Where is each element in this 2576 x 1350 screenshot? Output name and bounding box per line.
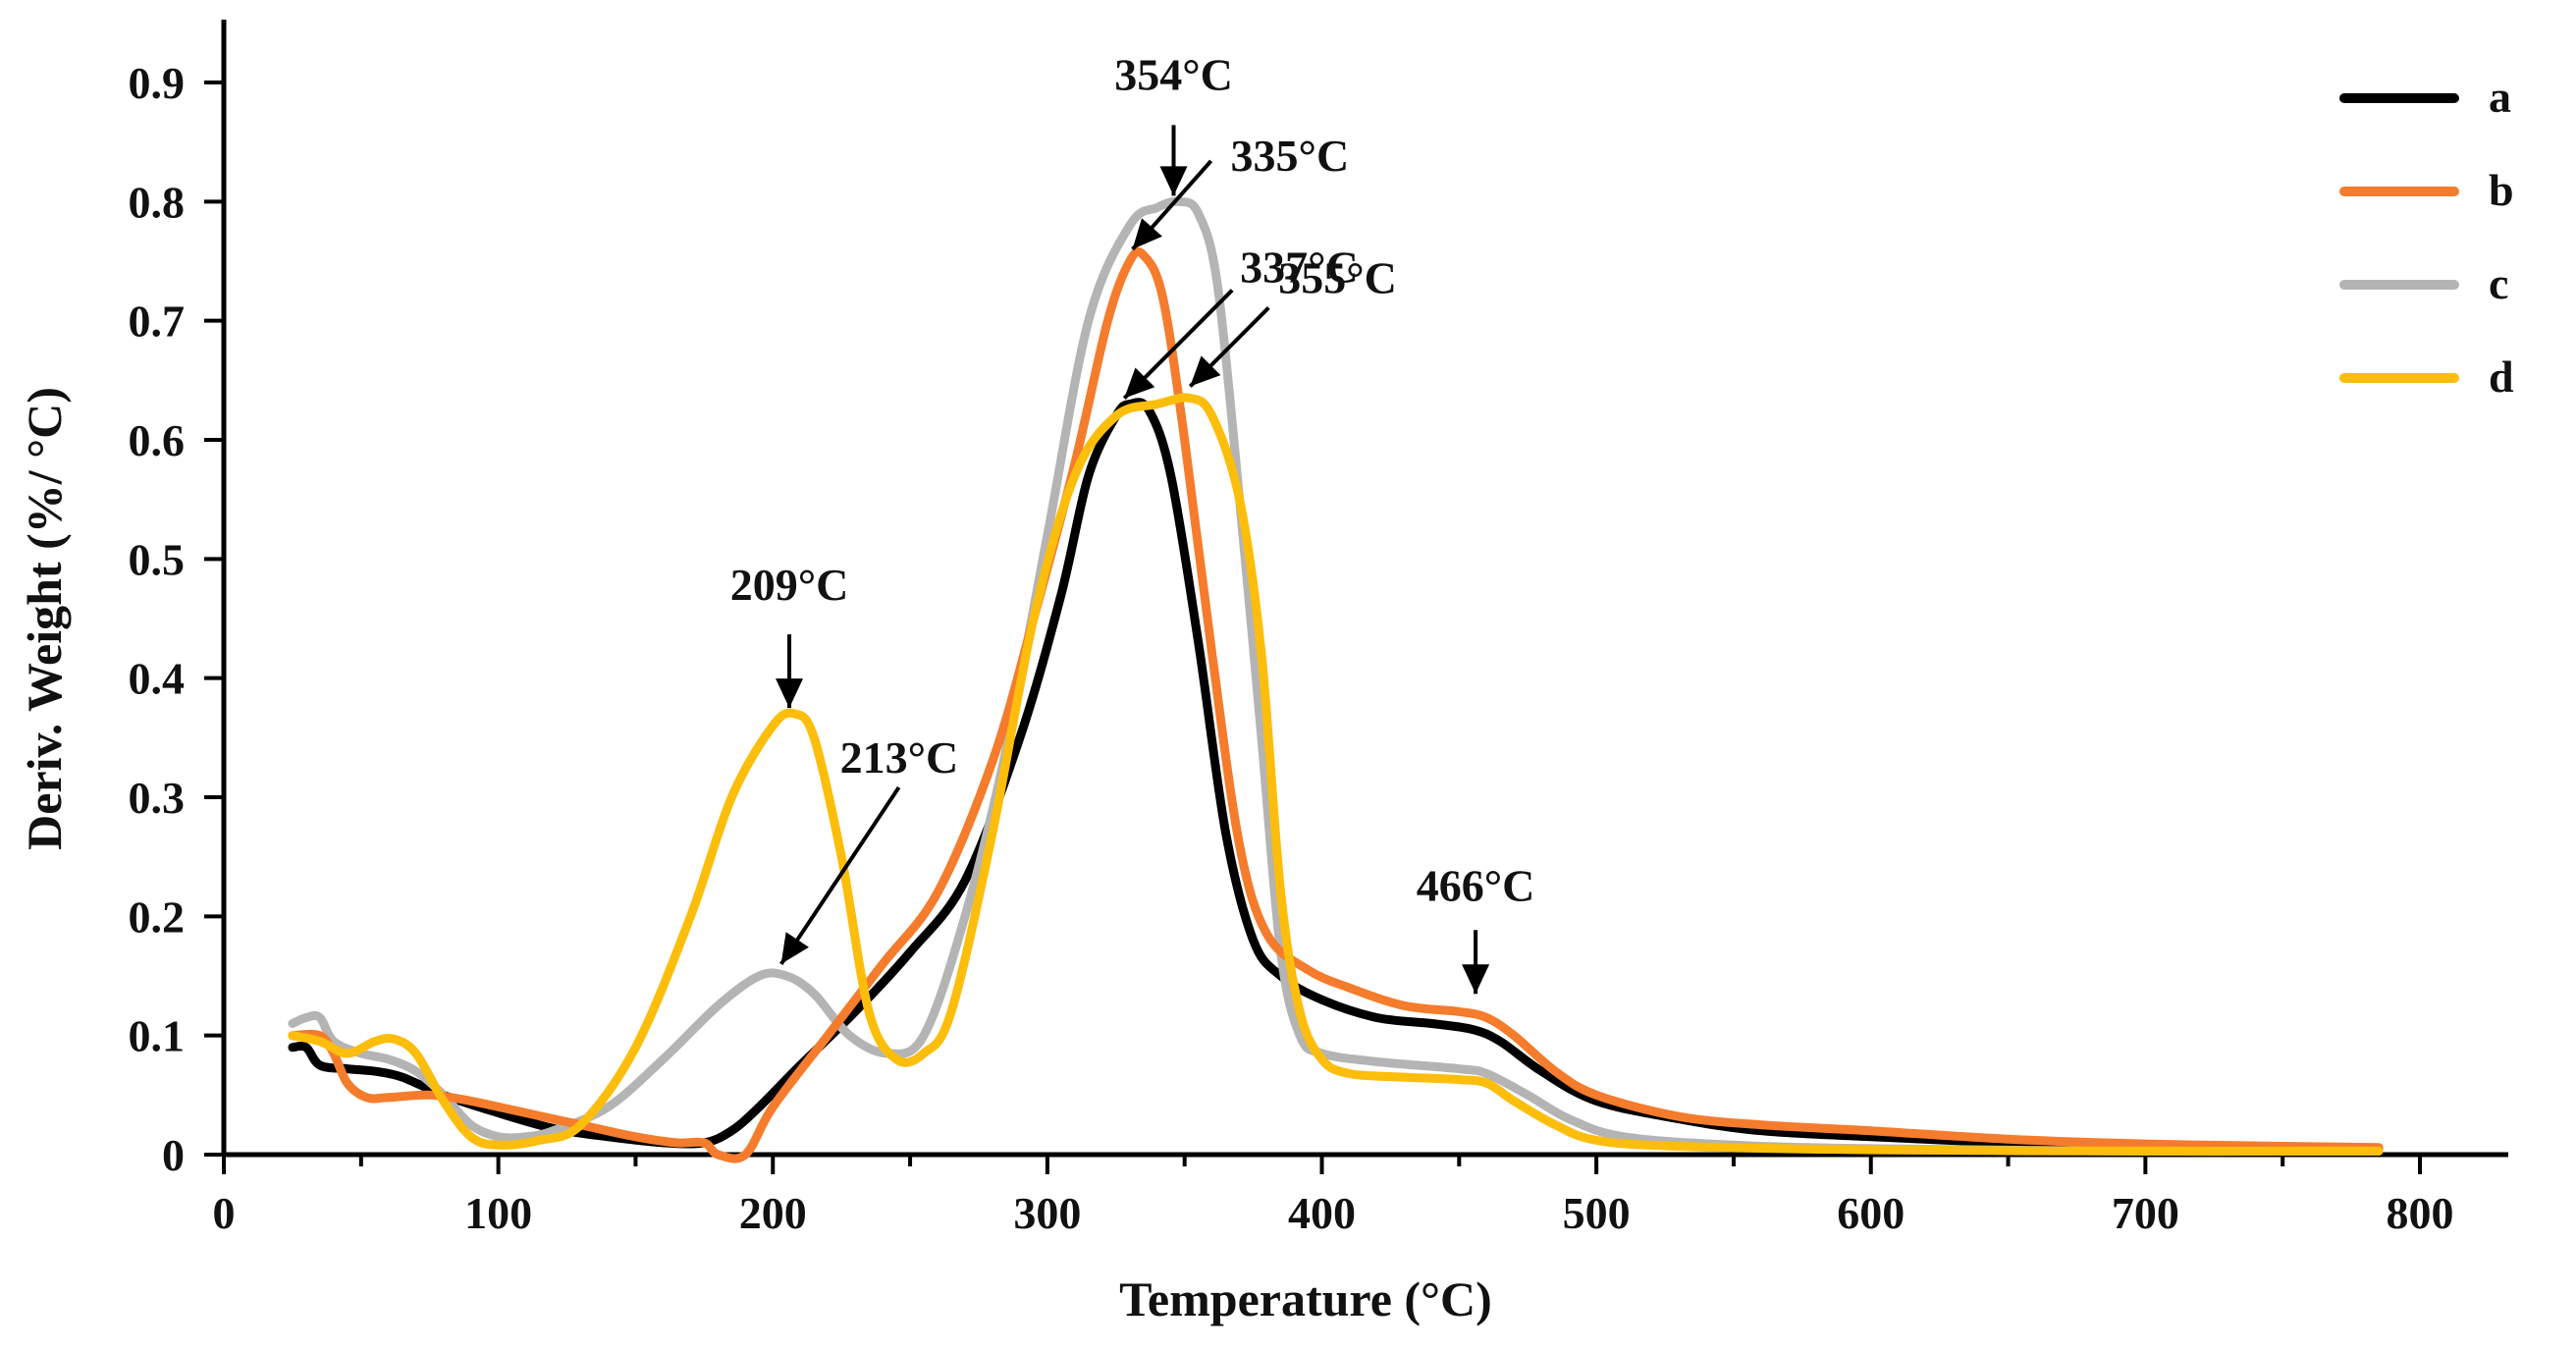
y-tick-label: 0.2 [129,891,186,942]
peak-annotation-1-arrow-head [1132,218,1162,249]
x-tick-label: 400 [1288,1188,1356,1238]
y-tick-label: 0.7 [129,297,186,347]
y-tick-label: 0.4 [129,654,186,704]
peak-annotation-2-label: 337°C [1240,243,1359,293]
x-tick-label: 800 [2387,1188,2454,1238]
x-tick-label: 300 [1013,1188,1081,1238]
peak-annotation-5-label: 213°C [840,732,959,783]
y-tick-label: 0 [162,1130,185,1180]
y-tick-label: 0.5 [129,534,186,584]
peak-annotation-6-arrow-head [1462,964,1490,995]
peak-annotation-5-arrow-head [780,932,809,964]
peak-annotation-2-arrow-head [1124,367,1155,399]
x-tick-label: 200 [739,1188,807,1238]
peak-annotation-3-arrow-head [1190,355,1221,387]
series-line-a [288,398,2384,1154]
y-tick-label: 0.6 [129,415,186,465]
x-tick-label: 700 [2112,1188,2179,1238]
y-tick-label: 0.8 [129,177,186,227]
series-layer [288,196,2384,1163]
x-tick-label: 500 [1563,1188,1631,1238]
y-axis-title: Deriv. Weight (%/ °C) [17,387,72,850]
legend-label-c: c [2489,258,2508,308]
series-line-c [288,196,2384,1157]
peak-annotation-0-label: 354°C [1114,49,1233,99]
peak-annotation-4-arrow-head [776,678,804,709]
series-line-b [288,246,2384,1163]
series-line-d [288,393,2384,1156]
legend-label-b: b [2489,165,2514,215]
peak-annotation-4-label: 209°C [730,560,849,610]
peak-annotation-3-label: 355°C [1278,252,1397,302]
peak-annotation-1-label: 335°C [1231,131,1350,181]
peak-annotation-0-arrow-head [1159,166,1188,196]
axes: 0 100 200 300 400 500 600 700 800 0 0.1 0.2 0.3 0.4 0.… [129,20,2508,1238]
x-tick-label: 600 [1837,1188,1905,1238]
peak-annotation-6-label: 466°C [1417,860,1535,910]
legend-label-a: a [2489,72,2511,122]
x-axis-title: Temperature (°C) [1119,1271,1492,1326]
x-tick-label: 100 [464,1188,532,1238]
legend-label-d: d [2489,351,2514,402]
y-tick-label: 0.1 [129,1011,186,1061]
x-tick-label: 0 [213,1188,236,1238]
peak-annotation-5-arrow-shaft [779,785,901,966]
y-tick-label: 0.3 [129,773,186,823]
y-tick-label: 0.9 [129,58,186,108]
